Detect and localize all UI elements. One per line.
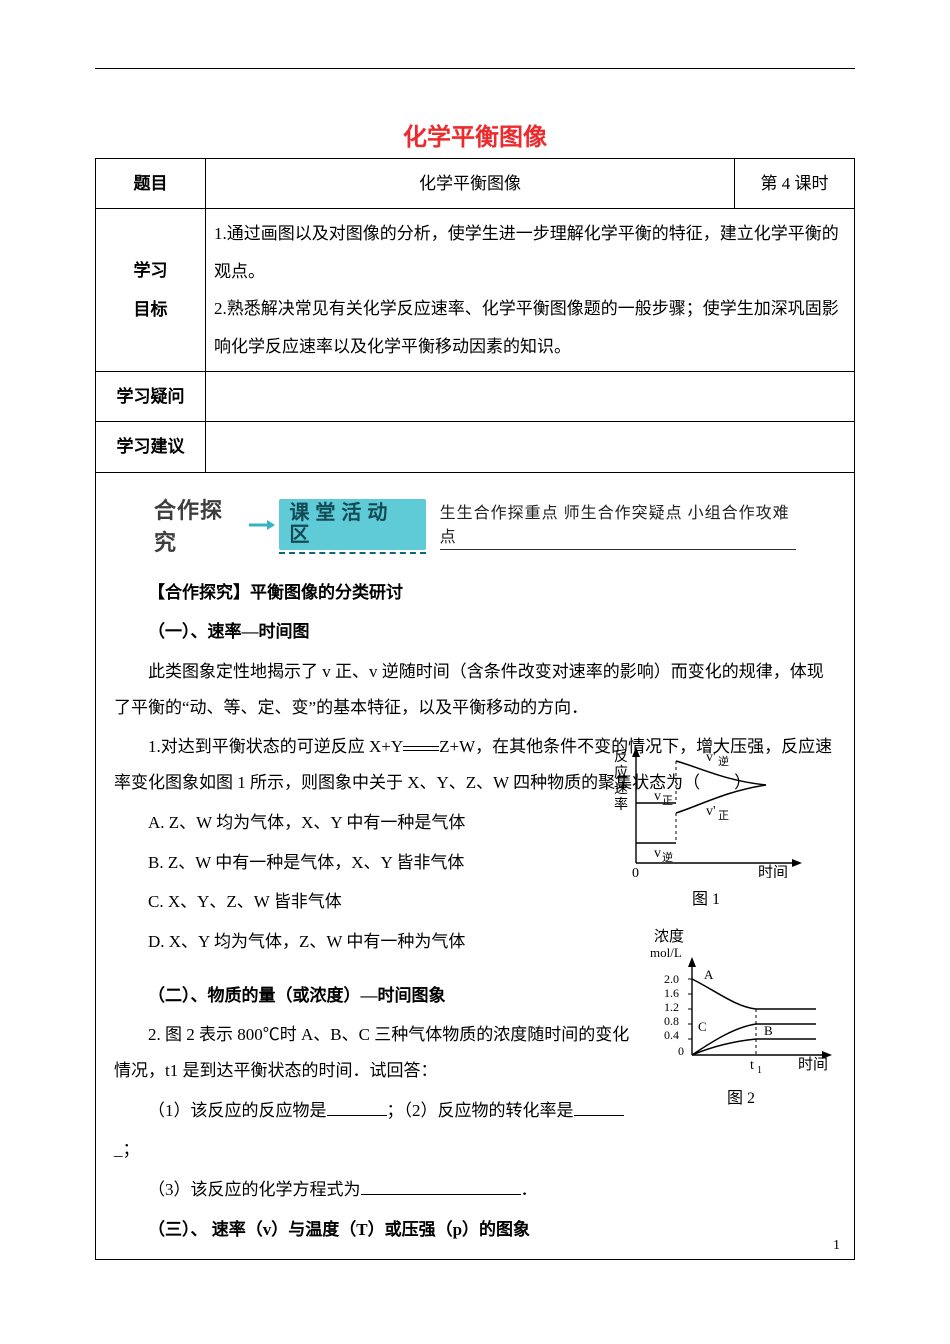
coop-title: 【合作探究】平衡图像的分类研讨: [114, 575, 836, 611]
svg-text:2.0: 2.0: [664, 972, 679, 986]
svg-text:C: C: [698, 1019, 707, 1034]
header-table: 题目 化学平衡图像 第 4 课时 学习目标 1.通过画图以及对图像的分析，使学生…: [95, 158, 855, 473]
svg-text:v': v': [706, 804, 716, 819]
fig2-yunit: mol/L: [650, 945, 682, 960]
svg-text:B: B: [764, 1023, 773, 1038]
svg-text:率: 率: [614, 796, 628, 813]
arrow-icon: [249, 518, 275, 532]
svg-text:v: v: [654, 846, 661, 861]
svg-text:逆: 逆: [662, 850, 673, 864]
fig2-svg: 浓度 mol/L 2.0 1.6 1.2 0.8 0.4 0 A B: [646, 927, 836, 1077]
figure-1: 反 应 速 率 v正 v逆 v'逆 v'正 0 时间: [606, 743, 806, 898]
content-frame: 合作探究 课堂活动区 生生合作探重点 师生合作突疑点 小组合作攻难点 【合作探究…: [95, 473, 855, 1261]
banner-script: 生生合作探重点 师生合作突疑点 小组合作攻难点: [440, 499, 796, 550]
figure-2: 浓度 mol/L 2.0 1.6 1.2 0.8 0.4 0 A B: [646, 927, 836, 1097]
svg-text:0: 0: [678, 1044, 684, 1058]
s3-title: （三）、 速率（v）与温度（T）或压强（p）的图象: [114, 1212, 836, 1248]
svg-text:1.6: 1.6: [664, 986, 679, 1000]
banner-label: 课堂活动区: [279, 499, 425, 550]
fig1-ylabel: 反: [614, 749, 628, 765]
session-value: 第 4 课时: [735, 159, 855, 209]
section-banner: 合作探究 课堂活动区 生生合作探重点 师生合作突疑点 小组合作攻难点: [114, 489, 836, 571]
banner-label-text: 课堂活动区: [289, 502, 393, 546]
svg-text:v': v': [706, 750, 716, 765]
banner-outline: 合作探究: [154, 493, 243, 557]
label-topic: 题目: [96, 159, 206, 209]
q1-stem-a: 1.对达到平衡状态的可逆反应 X+Y: [148, 737, 403, 756]
q2-2a-text: ；（2）反应物的转化率是: [387, 1101, 574, 1120]
svg-text:正: 正: [662, 795, 673, 807]
q2-3b-text: ．: [521, 1180, 538, 1199]
svg-text:应: 应: [614, 764, 628, 781]
fig2-caption: 图 2: [646, 1084, 836, 1108]
svg-text:速: 速: [614, 781, 628, 797]
fig2-ylabel: 浓度: [654, 928, 684, 945]
topic-value: 化学平衡图像: [206, 159, 735, 209]
q2-3a-text: （3）该反应的化学方程式为: [148, 1180, 361, 1199]
goals-value: 1.通过画图以及对图像的分析，使学生进一步理解化学平衡的特征，建立化学平衡的观点…: [206, 209, 855, 372]
q2-sub3: （3）该反应的化学方程式为 ．: [114, 1172, 836, 1208]
label-goals: 学习目标: [96, 209, 206, 372]
svg-text:v: v: [654, 789, 661, 804]
q2-1-text: （1）该反应的反应物是: [148, 1101, 327, 1120]
suggestions-value: [206, 422, 855, 472]
svg-text:0.8: 0.8: [664, 1014, 679, 1028]
svg-text:逆: 逆: [718, 754, 729, 768]
blank-field[interactable]: [574, 1099, 624, 1116]
q2-2b: _；: [114, 1132, 836, 1168]
blank-field[interactable]: [361, 1178, 521, 1195]
svg-text:1.2: 1.2: [664, 1000, 679, 1014]
svg-text:1: 1: [757, 1065, 762, 1076]
svg-text:正: 正: [718, 810, 729, 822]
questions-value: [206, 371, 855, 421]
blank-field[interactable]: [327, 1099, 387, 1116]
s1-p1: 此类图象定性地揭示了 v 正、v 逆随时间（含条件改变对速率的影响）而变化的规律…: [114, 654, 836, 725]
s1-title: （一）、速率—时间图: [114, 614, 836, 650]
goals-text: 1.通过画图以及对图像的分析，使学生进一步理解化学平衡的特征，建立化学平衡的观点…: [214, 224, 839, 355]
label-suggestions: 学习建议: [96, 422, 206, 472]
page-number: 1: [833, 1238, 840, 1254]
fig1-svg: 反 应 速 率 v正 v逆 v'逆 v'正 0 时间: [606, 743, 806, 878]
svg-text:t: t: [750, 1058, 754, 1073]
fig1-xlabel: 时间: [758, 864, 788, 878]
svg-text:0.4: 0.4: [664, 1028, 679, 1042]
svg-text:0: 0: [632, 866, 639, 878]
fig2-xlabel: 时间: [798, 1056, 828, 1073]
doc-title: 化学平衡图像: [95, 117, 855, 152]
label-questions: 学习疑问: [96, 371, 206, 421]
svg-text:A: A: [704, 967, 714, 982]
fig1-caption: 图 1: [606, 885, 806, 909]
